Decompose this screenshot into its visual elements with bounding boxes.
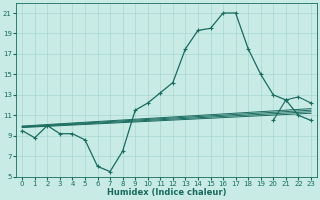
X-axis label: Humidex (Indice chaleur): Humidex (Indice chaleur) [107,188,226,197]
